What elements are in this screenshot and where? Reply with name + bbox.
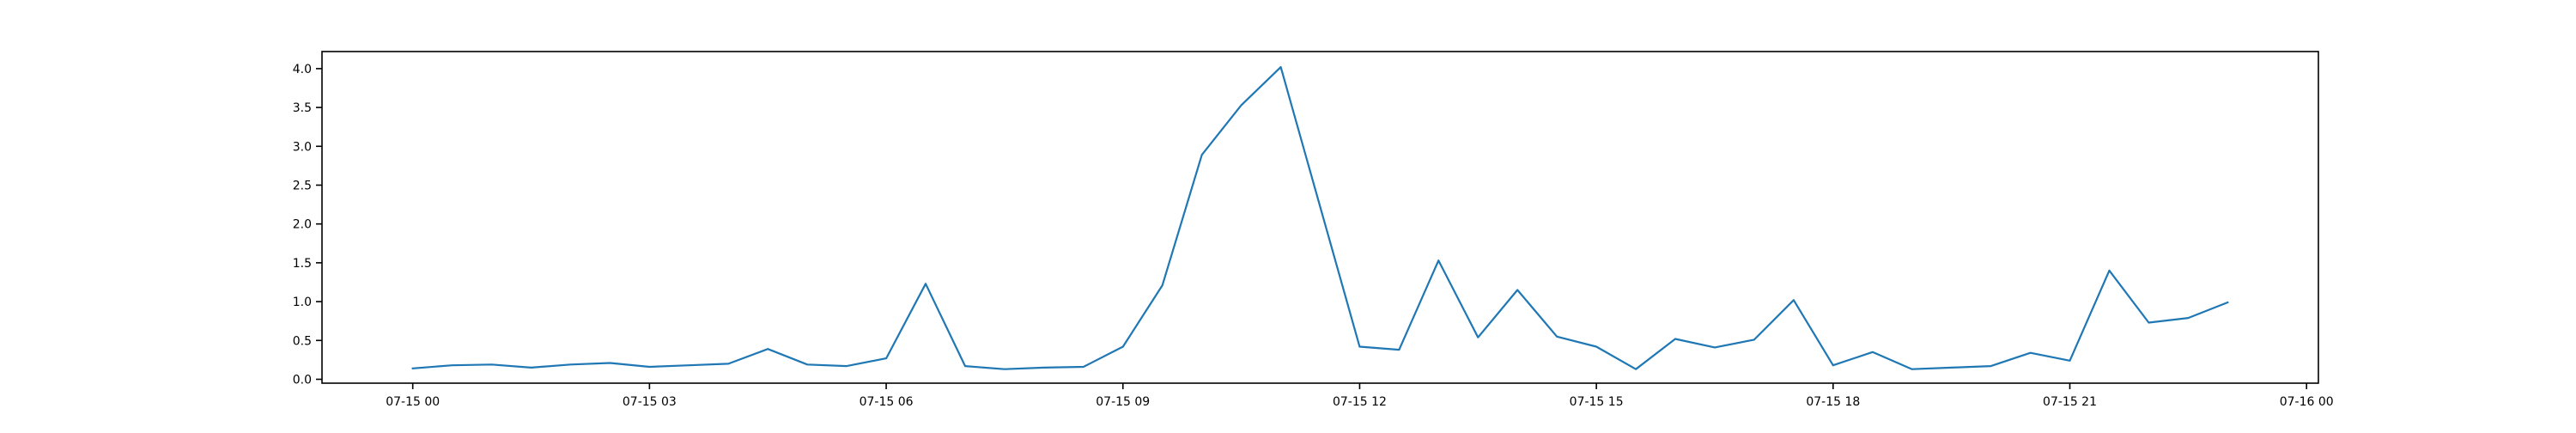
x-tick-label: 07-16 00 <box>2280 395 2334 409</box>
y-tick-label: 2.0 <box>293 218 312 232</box>
x-tick-label: 07-15 18 <box>1806 395 1860 409</box>
x-tick-label: 07-15 21 <box>2043 395 2097 409</box>
y-tick-label: 3.0 <box>293 140 312 154</box>
y-tick-label: 0.0 <box>293 373 312 387</box>
y-tick-label: 1.0 <box>293 296 312 309</box>
x-tick-label: 07-15 09 <box>1096 395 1150 409</box>
x-tick-label: 07-15 03 <box>623 395 677 409</box>
y-tick-label: 0.5 <box>293 334 312 348</box>
x-tick-label: 07-15 00 <box>386 395 440 409</box>
y-tick-label: 4.0 <box>293 63 312 76</box>
y-tick-label: 3.5 <box>293 101 312 115</box>
y-tick-label: 1.5 <box>293 257 312 271</box>
x-tick-label: 07-15 15 <box>1570 395 1624 409</box>
y-tick-label: 2.5 <box>293 179 312 192</box>
x-tick-label: 07-15 06 <box>860 395 914 409</box>
x-tick-label: 07-15 12 <box>1333 395 1387 409</box>
